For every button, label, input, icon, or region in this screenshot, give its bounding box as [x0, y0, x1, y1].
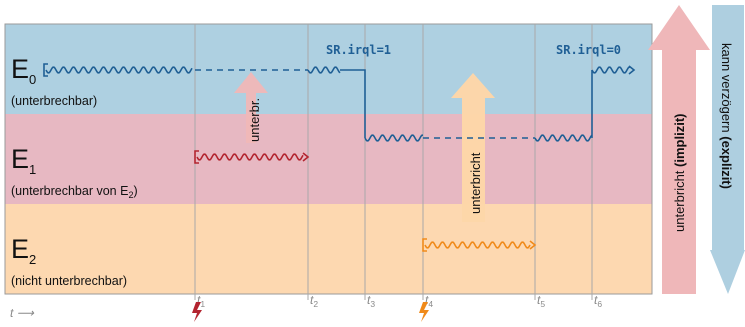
diagram-frame: [4, 23, 653, 295]
e0-step-down: [340, 69, 366, 138]
time-ticks: t1 t2 t3 t4 t5 t6: [197, 293, 602, 309]
lightning-icon: [419, 302, 429, 322]
level-note-e2: (nicht unterbrechbar): [11, 274, 127, 288]
time-tick-label: t4: [425, 293, 433, 309]
side-arrow-delays-explicit: kann verzögern (explizit): [710, 5, 745, 294]
e1-end-arrow: [302, 152, 310, 162]
level-band-e2: [5, 204, 652, 294]
arrow-e2-interrupts-e1: unterbricht: [451, 73, 495, 222]
e0-run-segment-3: [591, 66, 630, 74]
side-arrow-label-up: unterbricht (implizit): [672, 114, 687, 232]
level-note-e0: (unterbrechbar): [11, 94, 97, 108]
side-arrow-interrupts-implicit: unterbricht (implizit): [648, 5, 710, 294]
e1-start-bracket: [194, 150, 199, 164]
e2-start-bracket: [422, 238, 427, 252]
e1-run-segment: [196, 153, 304, 161]
e0-run-segment: [45, 66, 193, 74]
arrow-label-unterbricht: unterbricht: [468, 152, 483, 214]
e2-run-segment: [424, 241, 531, 249]
time-tick-label: t5: [537, 293, 545, 309]
e0-start-bracket: [43, 63, 48, 77]
arrow-e1-interrupts-e0: unterbr.: [234, 72, 268, 143]
level-note-e1: (unterbrechbar von E2): [11, 184, 138, 200]
e0-end-arrow: [628, 65, 636, 75]
time-tick-label: t6: [594, 293, 602, 309]
level-label-e0: E0: [11, 54, 36, 87]
time-tick-label: t1: [197, 293, 205, 309]
lightning-icon: [192, 302, 202, 322]
level-label-e2: E2: [11, 234, 36, 267]
time-axis-label: t ⟶: [10, 306, 35, 320]
code-label-set-irql: SR.irql=1: [326, 43, 391, 57]
arrow-label-unterbr: unterbr.: [247, 98, 262, 142]
time-tick-label: t3: [367, 293, 375, 309]
time-tick-label: t2: [310, 293, 318, 309]
e2-end-arrow: [529, 240, 537, 250]
level-label-e1: E1: [11, 144, 36, 177]
code-label-clear-irql: SR.irql=0: [556, 43, 621, 57]
e0-low-run-2: [534, 134, 593, 142]
execution-traces: [43, 63, 636, 252]
level-band-e1: [5, 114, 652, 204]
level-band-e0: [5, 24, 652, 114]
e0-run-segment-2: [307, 66, 341, 74]
side-arrow-label-down: kann verzögern (explizit): [719, 43, 734, 189]
e0-low-run: [364, 134, 423, 142]
